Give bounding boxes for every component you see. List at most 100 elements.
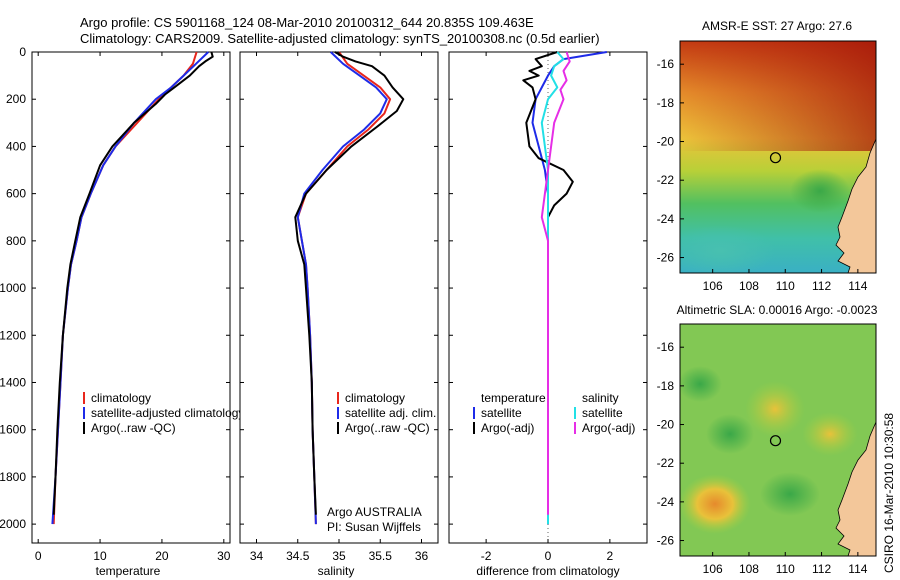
x-tick-label: 0 <box>35 549 42 563</box>
x-tick-label: 0 <box>545 549 552 563</box>
temperature-ticks: 0 10 20 30 0 200 400 600 800 1000 1200 1400 1600 1800… <box>0 45 231 563</box>
salinity-legend: climatology satellite adj. clim. Argo(..… <box>337 391 436 435</box>
float-pi-label: PI: Susan Wijffels <box>327 520 421 534</box>
series-salinity-argo-adj <box>540 51 571 515</box>
series-argo-raw-qc <box>52 51 214 515</box>
salinity-axes-box <box>239 51 439 544</box>
legend-sal-argo-label: Argo(-adj) <box>582 421 635 435</box>
sst-warm-overlay <box>680 41 876 151</box>
sla-coastline <box>835 421 876 556</box>
legend-climatology-label: climatology <box>345 391 405 405</box>
temperature-axes-box <box>31 51 231 544</box>
y-tick-label: 1800 <box>0 470 26 484</box>
salinity-ticks: 34 34.5 35 35.5 36 <box>240 51 438 563</box>
map-x-tick-label: 110 <box>776 279 795 293</box>
y-tick-label: 1400 <box>0 375 26 389</box>
side-stamp: CSIRO 16-Mar-2010 10:30:58 <box>882 413 896 573</box>
temperature-series-group <box>51 51 214 525</box>
temperature-panel: 0 10 20 30 0 200 400 600 800 1000 1200 1400 1600 1800… <box>0 45 244 578</box>
y-tick-label: 2000 <box>0 517 26 531</box>
header-line2: Climatology: CARS2009. Satellite-adjuste… <box>80 31 600 46</box>
sst-coastline <box>835 138 876 273</box>
y-tick-label: 0 <box>19 45 26 59</box>
x-tick-label: -2 <box>481 549 492 563</box>
sst-map-panel: AMSR-E SST: 27 Argo: 27.6 106 108 110 112 11… <box>657 19 877 293</box>
y-tick-label: 1000 <box>0 281 26 295</box>
map-y-tick-label: -26 <box>657 534 675 548</box>
map-y-tick-label: -26 <box>657 251 675 265</box>
map-x-tick-label: 110 <box>776 562 795 576</box>
map-y-tick-label: -22 <box>657 456 675 470</box>
sla-map-ticks: 106 108 110 112 114 -16 -18 -20 -22 -24 -26 <box>657 340 868 576</box>
salinity-series-group <box>294 51 405 525</box>
sla-argo-float-marker <box>769 435 782 447</box>
sst-argo-float-marker <box>769 152 782 164</box>
sla-high-patch-a <box>745 381 805 437</box>
difference-legend: temperature satellite Argo(-adj) salinit… <box>473 391 635 435</box>
x-tick-label: 10 <box>93 549 107 563</box>
map-y-tick-label: -20 <box>657 418 675 432</box>
legend-temperature-heading: temperature <box>481 391 546 405</box>
float-program-label: Argo AUSTRALIA <box>327 505 422 519</box>
y-tick-label: 800 <box>6 234 26 248</box>
difference-xlabel: difference from climatology <box>476 564 619 578</box>
map-y-tick-label: -16 <box>657 57 675 71</box>
salinity-xlabel: salinity <box>318 564 355 578</box>
x-tick-label: 34.5 <box>286 549 310 563</box>
map-y-tick-label: -24 <box>657 495 675 509</box>
legend-temp-argo-label: Argo(-adj) <box>481 421 534 435</box>
y-tick-label: 200 <box>6 92 26 106</box>
legend-sal-satellite-label: satellite <box>582 406 623 420</box>
map-x-tick-label: 114 <box>848 562 867 576</box>
difference-ticks: -2 0 2 <box>449 51 647 563</box>
sst-map-title: AMSR-E SST: 27 Argo: 27.6 <box>702 19 852 33</box>
map-y-tick-label: -16 <box>657 340 675 354</box>
sla-high-patch-b <box>680 474 751 534</box>
x-tick-label: 36 <box>415 549 429 563</box>
legend-climatology-label: climatology <box>91 391 151 405</box>
y-tick-label: 1200 <box>0 328 26 342</box>
map-x-tick-label: 108 <box>739 279 759 293</box>
y-tick-label: 1600 <box>0 423 26 437</box>
sst-cool-patch <box>680 225 775 273</box>
sst-map-frame <box>679 40 877 274</box>
series-argo-raw-qc <box>294 51 405 515</box>
map-y-tick-label: -22 <box>657 173 675 187</box>
sla-high-patch-c <box>802 412 858 456</box>
map-y-tick-label: -18 <box>657 379 675 393</box>
sla-map-image <box>680 324 876 556</box>
map-x-tick-label: 114 <box>848 279 867 293</box>
map-x-tick-label: 108 <box>739 562 759 576</box>
sst-map-image <box>680 41 876 273</box>
difference-series-group <box>522 51 607 543</box>
x-tick-label: 2 <box>607 549 614 563</box>
sla-low-patch-a <box>706 414 754 454</box>
x-tick-label: 30 <box>217 549 231 563</box>
sla-low-patch-b <box>680 366 722 402</box>
x-tick-label: 20 <box>155 549 169 563</box>
x-tick-label: 35 <box>332 549 346 563</box>
x-tick-label: 35.5 <box>369 549 393 563</box>
legend-argo-label: Argo(..raw -QC) <box>91 421 176 435</box>
map-y-tick-label: -20 <box>657 135 675 149</box>
sla-map-frame <box>679 323 877 557</box>
map-y-tick-label: -18 <box>657 96 675 110</box>
sla-map-panel: Altimetric SLA: 0.00016 Argo: -0.0023 10… <box>657 303 878 576</box>
sla-map-title: Altimetric SLA: 0.00016 Argo: -0.0023 <box>677 303 878 317</box>
header-line1: Argo profile: CS 5901168_124 08-Mar-2010… <box>80 15 534 30</box>
temperature-xlabel: temperature <box>96 564 161 578</box>
y-tick-label: 600 <box>6 187 26 201</box>
map-x-tick-label: 112 <box>812 562 831 576</box>
difference-panel: -2 0 2 difference from climatology tempera… <box>448 51 648 578</box>
y-tick-label: 400 <box>6 139 26 153</box>
salinity-panel: 34 34.5 35 35.5 36 salinity climatology sate… <box>239 51 439 578</box>
map-x-tick-label: 106 <box>703 279 723 293</box>
legend-satellite-label: satellite adj. clim. <box>345 406 436 420</box>
legend-argo-label: Argo(..raw -QC) <box>345 421 430 435</box>
temperature-legend: climatology satellite-adjusted climatolo… <box>83 391 244 435</box>
map-x-tick-label: 112 <box>812 279 831 293</box>
legend-temp-satellite-label: satellite <box>481 406 522 420</box>
sla-low-patch-c <box>760 472 820 516</box>
map-x-tick-label: 106 <box>703 562 723 576</box>
